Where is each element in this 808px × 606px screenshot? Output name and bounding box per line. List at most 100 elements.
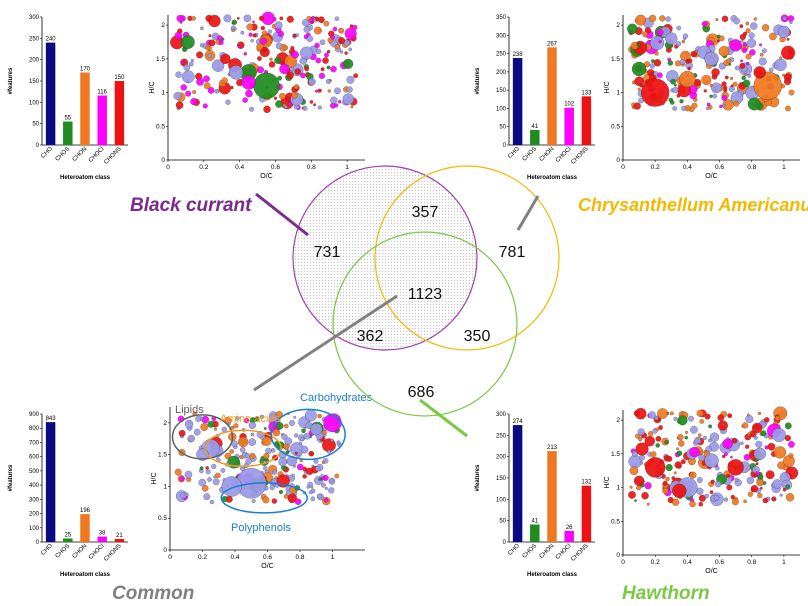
scatter-point [750,484,759,493]
y-axis-label: #features [475,464,481,491]
scatter-point [627,23,638,35]
scatter-point [771,496,777,502]
scatter-point [684,105,692,112]
scatter-point [636,485,641,491]
scatter-point [718,45,730,57]
x-axis-label: O/C [260,173,272,180]
scatter-point [199,43,205,48]
van-krevelen-hawthorn: 0 0.2 0.4 0.6 0.8 1 0 0.5 1 1.5 2 O/C H/C [604,406,800,575]
scatter-point [742,79,751,88]
scatter-point [294,451,298,455]
scatter-point [788,441,795,448]
scatter-point [284,437,293,446]
scatter-point [299,46,313,60]
x-tick-label: 0.6 [271,164,280,171]
scatter-point [788,89,795,96]
scatter-point [276,422,284,430]
y-tick-label: 600 [29,455,40,461]
scatter-point [758,57,767,66]
scatter-point [689,500,696,508]
scatter-point [316,493,323,499]
y-tick-label: 300 [29,15,40,21]
van-krevelen-chrysanthellum: 0 0.2 0.4 0.6 0.8 1 0 0.5 1 1.5 2 O/C H/C [604,14,800,180]
scatter-point [263,453,270,460]
category-label: CHOS [55,543,72,560]
scatter-point [248,421,256,429]
scatter-point [190,59,195,63]
scatter-point [764,417,770,423]
y-axis-label: H/C [149,81,156,93]
y-tick-label: 2 [616,417,620,424]
scatter-point [759,52,764,57]
scatter-point [221,476,242,497]
scatter-point [637,87,641,91]
scatter-point [306,485,310,489]
scatter-point [190,98,198,106]
bar-CHONS [114,539,125,542]
scatter-point [292,33,297,38]
scatter-point [670,78,676,85]
y-tick-label: 1 [163,483,167,490]
scatter-point [227,422,231,426]
scatter-point [207,477,212,482]
scatter-point [673,416,678,421]
x-axis-label: O/C [261,563,273,570]
scatter-point [745,444,750,449]
scatter-point [253,72,280,99]
scatter-point [631,450,638,457]
y-tick-label: 0.5 [611,518,620,525]
scatter-point [220,53,231,64]
scatter-point [731,498,739,506]
scatter-point [669,411,674,416]
scatter-point [743,31,748,36]
scatter-point [658,40,662,44]
amino-acids-region [204,429,282,468]
scatter-point [712,93,718,99]
scatter-point [325,79,331,84]
scatter-point [709,94,713,98]
x-tick-label: 0.8 [747,164,756,171]
y-tick-label: 0 [503,540,507,546]
scatter-point [272,17,277,22]
x-tick-label: 1 [345,164,349,171]
y-tick-label: 0 [616,157,620,164]
scatter-point [662,487,669,495]
scatter-point [743,453,751,461]
scatter-point [287,493,298,503]
scatter-point [785,105,791,112]
x-tick-label: 1 [331,554,335,561]
scatter-point [782,16,787,21]
scatter-point [328,487,335,494]
y-tick-label: 0 [616,552,620,559]
scatter-point [655,427,659,432]
scatter-point [730,84,734,88]
scatter-point [294,498,302,505]
scatter-point [655,435,662,442]
scatter-point [318,16,325,23]
y-axis-label: H/C [604,476,611,488]
scatter-point [322,57,329,64]
scatter-point [710,479,715,484]
scatter-point [644,482,652,490]
scatter-point [346,75,355,84]
bar-value-label: 116 [97,90,107,96]
van-krevelen-black-currant: 0 0.2 0.4 0.6 0.8 1 0 0.5 1 1.5 2 O/C H/C [149,11,365,180]
scatter-point [742,422,749,429]
y-axis-label: H/C [151,472,158,484]
y-tick-label: 150 [496,476,507,482]
scatter-point [741,75,746,81]
scatter-point [745,28,751,34]
scatter-point [242,97,248,103]
scatter-point [348,47,352,52]
scatter-point [205,45,211,51]
scatter-point [672,483,687,499]
venn-count-chrysanthellum: 781 [499,244,526,261]
scatter-point [259,414,264,419]
y-axis-label: #features [8,464,14,491]
scatter-point [733,100,740,107]
scatter-point [769,32,777,41]
scatter-point [722,438,733,449]
scatter-point [684,435,688,440]
scatter-point [279,16,284,21]
scatter-point [757,411,762,415]
